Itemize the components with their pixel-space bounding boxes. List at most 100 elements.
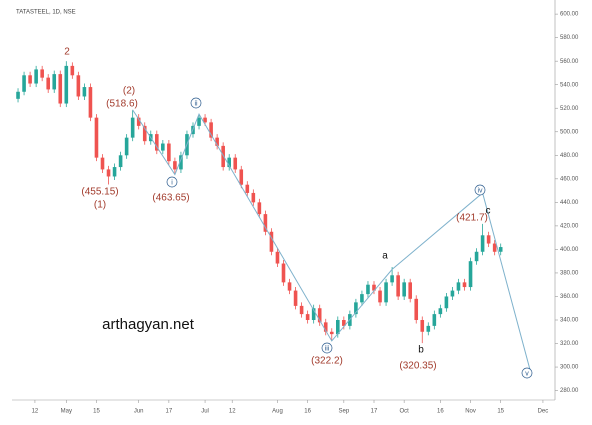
- candle-body: [462, 282, 467, 288]
- candle-body: [281, 263, 286, 283]
- candle-body: [94, 117, 99, 158]
- y-tick-label: 360.00: [560, 294, 579, 300]
- candle-body: [173, 161, 177, 170]
- candle-body: [112, 167, 117, 177]
- annotation: (455.15): [81, 187, 118, 198]
- watermark: arthagyan.net: [102, 316, 195, 333]
- annotation: (421.7): [456, 213, 488, 224]
- candle-body: [88, 87, 93, 118]
- annotation: (463.65): [152, 193, 189, 204]
- wave-marker: [321, 342, 333, 354]
- candle-body: [450, 290, 455, 297]
- candle-body: [64, 65, 69, 104]
- candle-body: [161, 143, 165, 151]
- candle-body: [311, 308, 316, 320]
- y-tick-label: 520.00: [560, 106, 579, 112]
- candle-body: [372, 284, 376, 291]
- candle-body: [34, 69, 38, 84]
- x-tick-label: Dec: [538, 409, 549, 415]
- candle-body: [317, 308, 322, 323]
- candle-body: [82, 87, 87, 97]
- candle-body: [408, 282, 412, 299]
- annotation: (518.6): [106, 99, 138, 110]
- candle-body: [100, 157, 105, 170]
- candle-body: [414, 298, 419, 320]
- candle-body: [106, 169, 111, 177]
- y-tick-label: 580.00: [560, 35, 579, 41]
- candle-body: [305, 314, 310, 320]
- candle-body: [221, 145, 225, 168]
- candle-body: [342, 320, 346, 326]
- candle-body: [366, 284, 370, 295]
- candle-body: [52, 74, 57, 90]
- x-tick-label: 15: [93, 409, 100, 415]
- wave-marker: [190, 97, 202, 109]
- candle-body: [257, 202, 262, 215]
- candle-body: [378, 290, 382, 303]
- candle-body: [438, 308, 443, 315]
- candle-body: [420, 320, 425, 332]
- wave-marker: [474, 184, 486, 196]
- x-tick-label: May: [61, 409, 72, 415]
- candle-body: [155, 134, 159, 151]
- candle-body: [215, 137, 219, 146]
- wave-label: iii: [325, 345, 330, 352]
- x-tick-label: Oct: [399, 409, 409, 415]
- chart-title: TATASTEEL, 1D, NSE: [16, 10, 76, 16]
- candle-body: [46, 77, 50, 90]
- candle-body: [130, 117, 135, 138]
- x-tick-label: 16: [304, 409, 311, 415]
- wave-label: ii: [194, 100, 198, 107]
- candle-body: [167, 143, 171, 162]
- wave-marker: [166, 176, 178, 188]
- y-tick-label: 500.00: [560, 129, 579, 135]
- y-tick-label: 380.00: [560, 271, 579, 277]
- annotation: c: [486, 206, 491, 217]
- candle-body: [142, 125, 147, 142]
- y-tick-label: 480.00: [560, 153, 579, 159]
- annotation: a: [382, 251, 388, 262]
- candle-body: [390, 275, 394, 283]
- candle-body: [323, 322, 328, 332]
- wave-label: i: [171, 179, 173, 186]
- candle-body: [28, 75, 32, 84]
- candle-body: [336, 320, 340, 335]
- candle-body: [275, 251, 280, 264]
- x-tick-label: 17: [371, 409, 378, 415]
- candle-body: [239, 169, 244, 185]
- candle-body: [58, 74, 63, 104]
- candle-body: [124, 137, 129, 156]
- annotation: (322.2): [311, 356, 343, 367]
- candle-body: [76, 75, 81, 97]
- candle-body: [251, 192, 256, 203]
- candle-body: [209, 122, 213, 138]
- y-tick-label: 540.00: [560, 82, 579, 88]
- x-tick-label: 12: [229, 409, 236, 415]
- candle-body: [40, 69, 44, 78]
- annotation: (320.35): [399, 361, 436, 372]
- annotation: (1): [94, 200, 106, 211]
- y-tick-label: 600.00: [560, 12, 579, 18]
- candle-body: [287, 282, 292, 291]
- y-tick-label: 560.00: [560, 59, 579, 65]
- candle-body: [136, 117, 141, 126]
- annotation: b: [418, 345, 424, 356]
- x-tick-label: Aug: [272, 409, 283, 415]
- y-tick-label: 440.00: [560, 200, 579, 206]
- candle-body: [492, 243, 497, 252]
- candle-body: [456, 282, 461, 291]
- candle-body: [269, 231, 274, 252]
- candle-body: [396, 275, 400, 297]
- candle-body: [179, 155, 183, 170]
- candle-body: [329, 331, 334, 335]
- candle-body: [354, 302, 358, 315]
- candle-body: [468, 261, 473, 288]
- candle-body: [70, 65, 75, 76]
- candle-body: [203, 117, 207, 123]
- candle-body: [263, 214, 268, 232]
- candle-body: [245, 184, 250, 193]
- wave-label: v: [525, 370, 529, 377]
- x-tick-label: 15: [497, 409, 504, 415]
